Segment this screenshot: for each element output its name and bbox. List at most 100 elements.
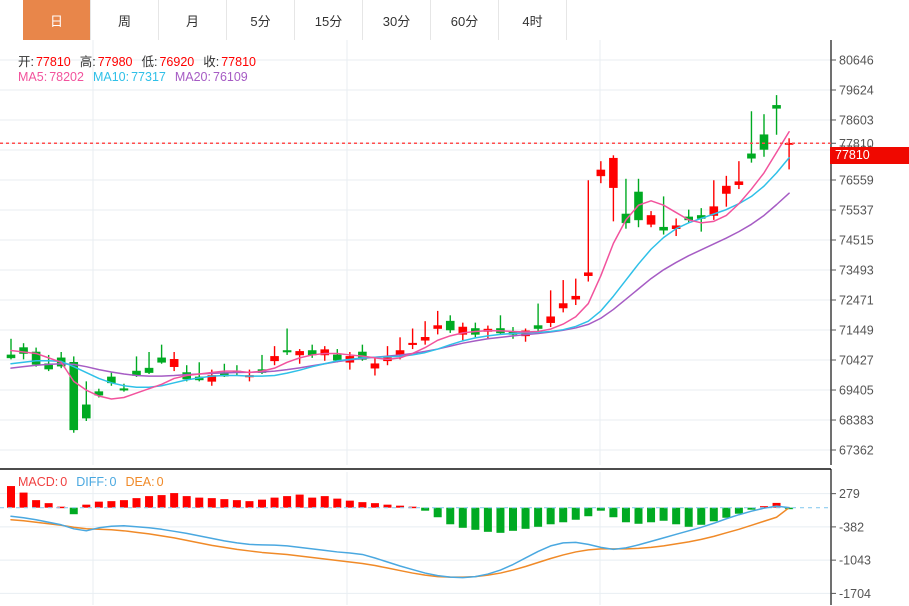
period-tab-2[interactable]: 月 <box>159 0 227 40</box>
candle-body-56 <box>709 206 719 216</box>
ma20-line <box>10 192 790 377</box>
candle-body-59 <box>747 153 756 159</box>
candle-body-49 <box>621 213 631 224</box>
tab-bar-spacer <box>567 0 909 40</box>
candle-body-0 <box>6 354 16 359</box>
macd-bar-61 <box>772 502 781 508</box>
macd-bar-20 <box>258 499 266 508</box>
macd-bar-35 <box>446 507 455 525</box>
candle-body-21 <box>270 356 279 362</box>
candle-body-13 <box>169 359 179 367</box>
macd-bar-3 <box>44 503 53 508</box>
price-axis-label-14: 67362 <box>839 443 874 457</box>
macd-bar-11 <box>145 496 154 508</box>
macd-axis-label-3: -1704 <box>839 587 871 601</box>
price-axis-label-1: 79624 <box>839 84 874 98</box>
period-tab-7[interactable]: 4时 <box>499 0 567 40</box>
macd-bar-29 <box>370 503 379 508</box>
candle-body-5 <box>69 361 79 431</box>
period-tab-5[interactable]: 30分 <box>363 0 431 40</box>
macd-bar-10 <box>132 498 141 508</box>
macd-bar-48 <box>609 507 618 518</box>
candle-body-1 <box>19 347 28 354</box>
price-axis-label-10: 71449 <box>839 324 874 338</box>
period-tab-4[interactable]: 15分 <box>295 0 363 40</box>
candle-body-52 <box>659 226 668 231</box>
macd-axis-label-2: -1043 <box>839 554 871 568</box>
candle-body-9 <box>119 388 129 391</box>
macd-bar-53 <box>672 507 681 525</box>
macd-bar-57 <box>722 507 731 518</box>
macd-bar-24 <box>308 497 317 508</box>
candle-body-34 <box>433 325 443 329</box>
macd-bar-46 <box>584 507 593 517</box>
price-axis-label-12: 69405 <box>839 384 874 398</box>
ma5-line <box>10 131 790 400</box>
current-price-badge: 77810 <box>830 147 909 164</box>
chart-canvas-wrap: 8064679624786037781077581765597553774515… <box>0 40 909 606</box>
macd-bar-37 <box>471 507 480 530</box>
price-axis-label-9: 72471 <box>839 294 874 308</box>
period-tab-0[interactable]: 日 <box>23 0 91 40</box>
price-axis-label-7: 74515 <box>839 233 874 247</box>
macd-bar-30 <box>383 504 392 508</box>
macd-bar-39 <box>496 507 505 533</box>
macd-bar-34 <box>433 507 442 518</box>
candle-body-23 <box>295 351 304 356</box>
macd-bar-58 <box>734 507 743 514</box>
period-tab-6[interactable]: 60分 <box>431 0 499 40</box>
macd-bar-5 <box>69 507 78 515</box>
dea-line <box>10 506 790 578</box>
macd-bar-51 <box>647 507 656 523</box>
macd-bar-38 <box>483 507 492 532</box>
candle-body-58 <box>734 181 744 185</box>
candle-body-45 <box>571 295 581 300</box>
price-axis-label-0: 80646 <box>839 54 874 68</box>
macd-bar-16 <box>207 498 216 508</box>
period-tab-1[interactable]: 周 <box>91 0 159 40</box>
macd-axis-label-0: 279 <box>839 487 860 501</box>
chart-svg[interactable]: 8064679624786037781077581765597553774515… <box>0 40 909 606</box>
price-axis-label-8: 73493 <box>839 264 874 278</box>
macd-bar-21 <box>270 497 279 508</box>
macd-bar-1 <box>19 492 28 508</box>
macd-bar-2 <box>32 500 41 508</box>
candle-body-11 <box>144 367 154 373</box>
macd-bar-23 <box>295 494 304 508</box>
candle-body-2 <box>31 351 41 365</box>
macd-bar-14 <box>182 496 191 508</box>
macd-bar-17 <box>220 499 229 508</box>
macd-bar-25 <box>320 496 329 508</box>
macd-bar-47 <box>596 507 605 511</box>
candle-body-42 <box>533 325 543 329</box>
macd-bar-28 <box>358 502 367 508</box>
candle-body-43 <box>546 316 555 323</box>
macd-bar-55 <box>697 507 706 525</box>
candle-body-46 <box>583 272 593 276</box>
macd-bar-9 <box>119 500 128 508</box>
macd-bar-41 <box>521 507 530 529</box>
macd-bar-52 <box>659 507 668 521</box>
macd-bar-56 <box>709 507 718 522</box>
macd-bar-8 <box>107 501 116 508</box>
candle-body-48 <box>609 157 618 188</box>
candle-body-51 <box>646 215 656 225</box>
macd-axis-label-1: -382 <box>839 520 864 534</box>
period-tab-bar: 日周月 5分 15分 30分 60分 4时 <box>0 0 909 41</box>
candle-body-6 <box>82 404 91 419</box>
macd-bar-4 <box>57 506 66 509</box>
price-axis-label-6: 75537 <box>839 203 874 217</box>
candle-body-57 <box>722 185 731 194</box>
macd-bar-18 <box>232 500 241 508</box>
macd-bar-54 <box>684 507 693 527</box>
period-tab-3[interactable]: 5分 <box>227 0 295 40</box>
macd-bar-44 <box>559 507 568 523</box>
macd-bar-19 <box>245 501 254 508</box>
macd-bar-0 <box>7 486 15 508</box>
macd-bar-59 <box>747 507 756 510</box>
candle-body-60 <box>759 134 769 150</box>
macd-bar-26 <box>333 498 342 508</box>
diff-line <box>10 505 790 579</box>
macd-bar-43 <box>546 507 555 525</box>
macd-bar-50 <box>634 507 643 524</box>
